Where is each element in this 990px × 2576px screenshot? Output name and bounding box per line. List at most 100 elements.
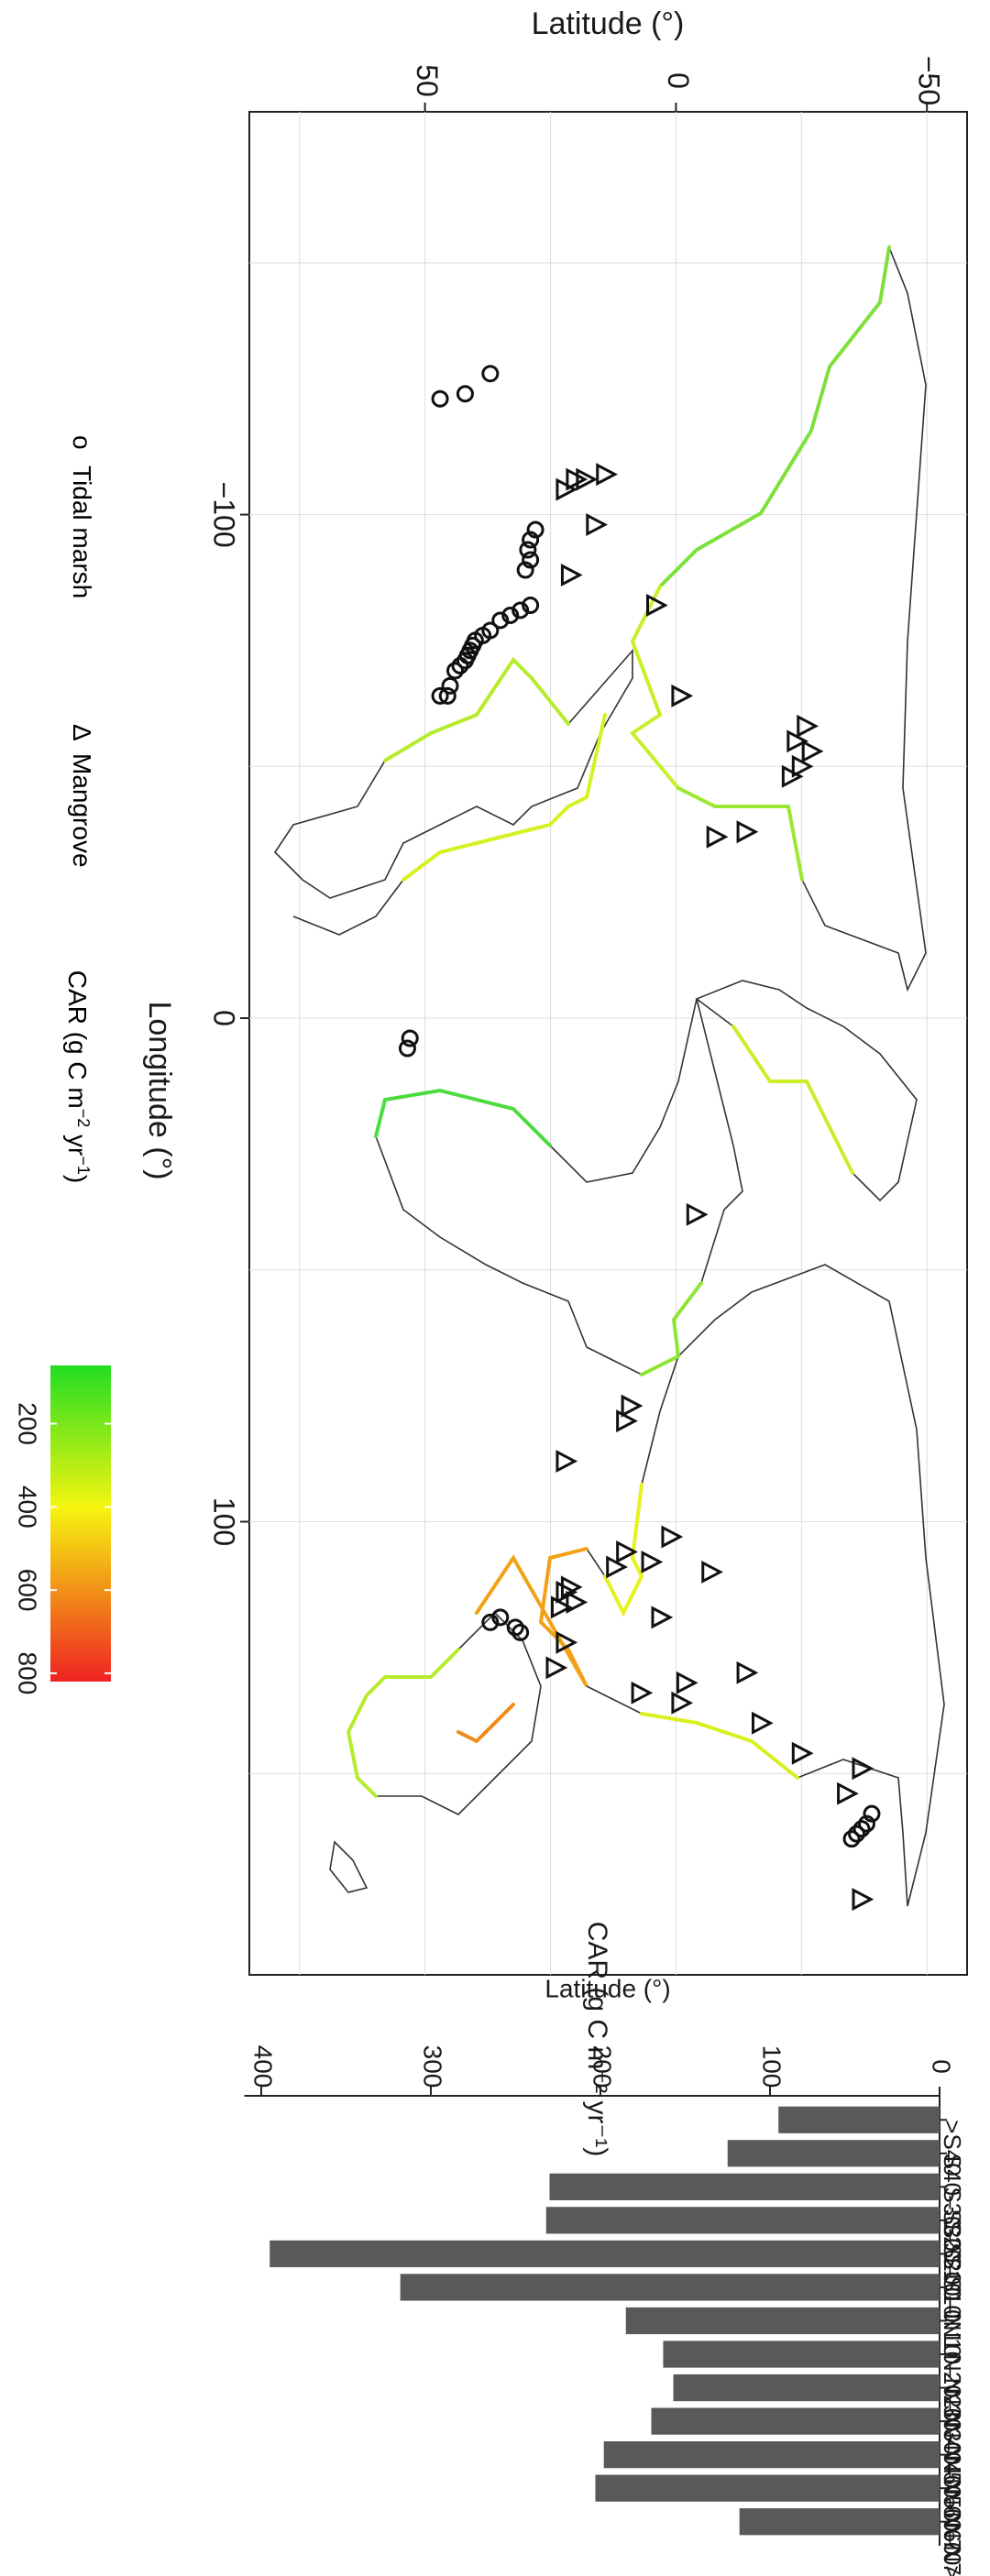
- bar-0: [778, 2106, 940, 2133]
- marsh-marker: [398, 1039, 416, 1058]
- coast-segment-west-africa: [640, 1281, 703, 1376]
- bar-value-tick-label: 400: [249, 2045, 278, 2088]
- marsh-marker: [456, 385, 474, 403]
- lat-tick-label: −50: [913, 56, 946, 105]
- bar-10: [603, 2441, 940, 2469]
- coast-segment-south-america: [402, 713, 607, 882]
- marsh-marker: [857, 1814, 875, 1833]
- bar-panel: 0 100 200 300 400 CAR (g C m⁻² yr⁻¹)Latitude …: [244, 1922, 966, 2576]
- colorbar: [50, 1365, 111, 1682]
- coastal-car-segments: [346, 246, 891, 1798]
- legend-marsh-label: Tidal marsh: [68, 466, 96, 598]
- bar-1: [727, 2140, 940, 2167]
- coast-segment-pacific-na: [658, 246, 891, 588]
- mangrove-marker: [801, 740, 824, 763]
- legend-mangrove-symbol: Δ: [68, 724, 96, 741]
- colorbar-title: CAR (g C m−2 yr−1): [63, 970, 93, 1183]
- bar-category-label: S20–S10: [939, 2220, 966, 2318]
- bar-category-label: S10–0: [939, 2253, 966, 2322]
- lon-tick-label: 100: [208, 1497, 241, 1546]
- lat-tick-label: 50: [411, 64, 444, 97]
- bar-category-label: N20–N30: [939, 2354, 966, 2455]
- bar-11: [595, 2474, 940, 2502]
- marsh-marker: [501, 606, 520, 624]
- mangrove-marker: [586, 513, 609, 537]
- mangrove-marker: [651, 1606, 674, 1629]
- africa-outline: [375, 998, 743, 1376]
- mangrove-marker: [545, 1656, 568, 1680]
- marsh-marker: [522, 596, 540, 614]
- lon-axis-title: Longitude (°): [142, 1001, 177, 1179]
- marsh-marker: [446, 662, 464, 680]
- bar-2: [549, 2173, 940, 2200]
- mangrove-marker: [701, 1560, 723, 1584]
- bar-4: [270, 2240, 940, 2268]
- mangrove-marker: [781, 764, 804, 788]
- coast-segment-europe: [732, 1025, 854, 1175]
- mangrove-marker: [641, 1550, 664, 1573]
- colorbar-tick-label: 200: [14, 1402, 42, 1445]
- bar-category-axis-title: Latitude (°): [544, 1974, 670, 2002]
- coast-segment-china: [640, 1712, 799, 1780]
- marsh-marker: [506, 1618, 524, 1637]
- mangrove-marker: [671, 1691, 694, 1715]
- mangrove-marker: [852, 1757, 874, 1781]
- lon-tick-label: 0: [208, 1010, 241, 1026]
- legend-mangrove-label: Mangrove: [68, 753, 96, 868]
- legend: o Tidal marsh Δ Mangrove CAR (g C m−2 yr…: [14, 435, 111, 1694]
- coast-segment-east-africa: [374, 1088, 552, 1147]
- bar-7: [663, 2340, 940, 2368]
- mangrove-marker: [576, 467, 599, 491]
- coast-segment-australia: [346, 1648, 460, 1798]
- mangrove-marker: [736, 1661, 759, 1684]
- mangrove-marker: [606, 1555, 628, 1579]
- map-plot-frame: [248, 111, 968, 1976]
- marsh-marker: [852, 1820, 871, 1838]
- bar-value-axis-title: CAR (g C m⁻² yr⁻¹): [582, 1922, 612, 2157]
- colorbar-tick-label: 800: [14, 1652, 42, 1695]
- bar-category-label: N30–N40: [939, 2388, 966, 2489]
- mangrove-marker: [706, 825, 729, 849]
- coast-segment-se-asia: [475, 1547, 588, 1687]
- marsh-marker: [512, 1623, 530, 1641]
- coast-segment-atlantic-na: [676, 786, 804, 882]
- marsh-marker: [512, 601, 530, 619]
- marsh-marker: [431, 686, 449, 705]
- mangrove-marker: [686, 1202, 709, 1226]
- bar-value-tick-label: 0: [928, 2059, 956, 2074]
- coast-segment-new-guinea: [456, 1703, 515, 1744]
- coast-segment-south-asia: [603, 1483, 644, 1617]
- bar-6: [625, 2307, 940, 2335]
- bar-8: [673, 2373, 940, 2402]
- mangrove-marker: [736, 820, 759, 844]
- marsh-marker: [441, 676, 459, 695]
- bars: [270, 2106, 940, 2536]
- mangrove-marker: [631, 1681, 654, 1705]
- mangrove-marker: [797, 714, 820, 738]
- bar-value-tick-label: 300: [419, 2045, 447, 2088]
- map-markers: [398, 365, 881, 1912]
- marsh-marker: [401, 1029, 419, 1047]
- bar-category-label: N40–N50: [939, 2421, 966, 2522]
- lon-tick-label: −100: [208, 482, 241, 548]
- bar-value-tick-label: 100: [758, 2045, 786, 2088]
- marsh-marker: [456, 652, 474, 670]
- lat-tick-label: 0: [662, 72, 695, 89]
- mangrove-marker: [646, 593, 668, 617]
- map-panel: −50 0 50 −100 0 100 Latitude (°) Longitude (°): [142, 6, 968, 1976]
- mangrove-marker: [566, 467, 588, 491]
- marsh-marker: [526, 521, 544, 539]
- mangrove-marker: [596, 463, 618, 487]
- marsh-marker: [491, 1608, 510, 1627]
- marsh-marker: [848, 1825, 866, 1843]
- marsh-marker: [522, 531, 540, 549]
- legend-marsh-symbol: o: [68, 435, 96, 450]
- mangrove-marker: [621, 1394, 644, 1418]
- map-axis: −50 0 50 −100 0 100 Latitude (°) Longitude (°): [142, 6, 946, 1546]
- colorbar-tick-label: 400: [14, 1485, 42, 1529]
- bar-category-label: >S40: [939, 2120, 966, 2176]
- marsh-marker: [481, 365, 500, 383]
- bar-12: [739, 2508, 940, 2536]
- mangrove-marker: [566, 1590, 588, 1614]
- bar-category-label: N60–N70: [939, 2488, 966, 2576]
